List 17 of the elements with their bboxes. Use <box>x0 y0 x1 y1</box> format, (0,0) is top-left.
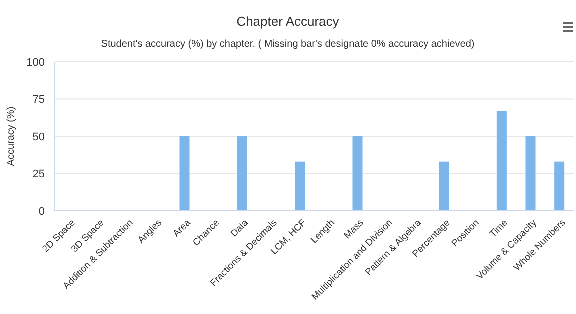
bar <box>526 136 536 211</box>
bar <box>180 136 190 211</box>
bar <box>439 162 450 211</box>
y-tick-label: 25 <box>32 168 45 181</box>
bar <box>496 111 507 211</box>
y-tick-label: 0 <box>38 206 45 218</box>
bar <box>352 136 363 211</box>
bar <box>237 136 248 211</box>
x-tick-label: Time <box>488 218 510 240</box>
y-tick-label: 75 <box>32 94 45 106</box>
y-axis-title: Accuracy (%) <box>6 106 17 166</box>
chart-title: Chapter Accuracy <box>236 14 340 29</box>
y-tick-label: 50 <box>32 131 45 144</box>
bar <box>295 162 306 211</box>
y-tick-label: 100 <box>26 56 45 69</box>
bar <box>554 162 565 211</box>
chart-subtitle: Student's accuracy (%) by chapter. ( Missing bar's designate 0% accuracy achieved) <box>101 39 475 50</box>
